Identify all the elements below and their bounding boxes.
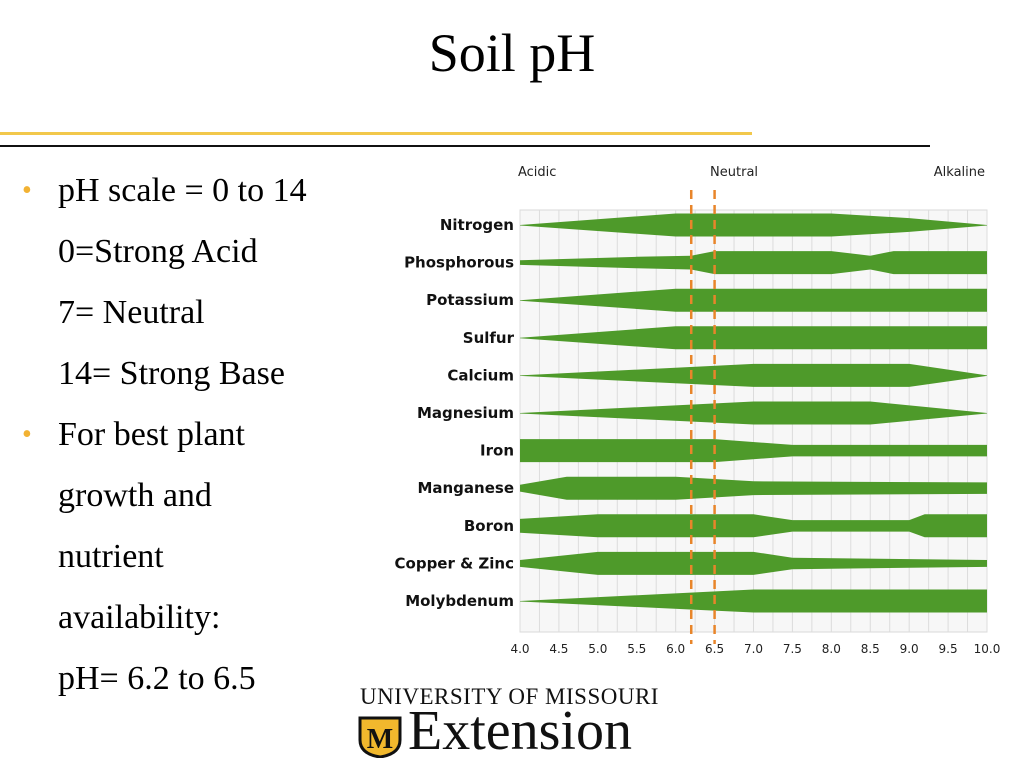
university-logo: UNIVERSITY OF MISSOURI M Extension bbox=[358, 684, 668, 764]
row-label: Magnesium bbox=[417, 404, 514, 422]
row-label: Nitrogen bbox=[440, 216, 514, 234]
x-tick-label: 10.0 bbox=[974, 642, 1001, 656]
bullet-dot-icon: • bbox=[22, 175, 32, 206]
row-label: Copper & Zinc bbox=[395, 554, 514, 572]
x-tick-label: 4.5 bbox=[549, 642, 568, 656]
x-tick-label: 6.0 bbox=[666, 642, 685, 656]
row-label: Potassium bbox=[426, 291, 514, 309]
bullet-line: nutrient bbox=[58, 538, 164, 575]
x-tick-label: 9.5 bbox=[939, 642, 958, 656]
logo-mark-letter: M bbox=[367, 724, 393, 755]
bullet-line: growth and bbox=[58, 477, 212, 514]
band-molybdenum bbox=[520, 589, 987, 613]
tiger-shield-icon: M bbox=[358, 716, 402, 758]
x-tick-label: 7.5 bbox=[783, 642, 802, 656]
row-label: Boron bbox=[464, 517, 514, 535]
zone-label: Alkaline bbox=[934, 165, 985, 180]
band-sulfur bbox=[520, 326, 987, 350]
row-label: Molybdenum bbox=[405, 592, 514, 610]
x-tick-label: 5.5 bbox=[627, 642, 646, 656]
bullet-line: pH scale = 0 to 14 bbox=[58, 172, 307, 209]
band-calcium bbox=[520, 363, 987, 387]
black-divider bbox=[0, 145, 930, 147]
x-tick-label: 8.0 bbox=[822, 642, 841, 656]
zone-label: Neutral bbox=[710, 165, 758, 180]
x-tick-label: 6.5 bbox=[705, 642, 724, 656]
logo-university-text: UNIVERSITY OF MISSOURI bbox=[360, 684, 659, 709]
band-potassium bbox=[520, 288, 987, 312]
x-tick-label: 9.0 bbox=[900, 642, 919, 656]
bullet-line: availability: bbox=[58, 599, 221, 636]
band-iron bbox=[520, 439, 987, 463]
row-label: Calcium bbox=[447, 366, 514, 384]
bullet-dot-icon: • bbox=[22, 419, 32, 450]
x-tick-label: 4.0 bbox=[510, 642, 529, 656]
bullet-line: pH= 6.2 to 6.5 bbox=[58, 660, 256, 697]
logo-extension-word: Extension bbox=[408, 700, 632, 762]
band-phosphorous bbox=[520, 251, 987, 275]
band-manganese bbox=[520, 476, 987, 500]
row-label: Sulfur bbox=[463, 329, 515, 347]
nutrient-availability-chart: Nitrogen Phosphorous Potassium Sulfur Calciu… bbox=[395, 165, 1001, 656]
bullet-line: 7= Neutral bbox=[58, 294, 205, 331]
bullet-line: 0=Strong Acid bbox=[58, 233, 258, 270]
bullet-ph-scale: • pH scale = 0 to 14 0=Strong Acid 7= Ne… bbox=[22, 160, 352, 404]
band-nitrogen bbox=[520, 213, 987, 237]
row-label: Iron bbox=[480, 442, 514, 460]
zone-label: Acidic bbox=[518, 165, 556, 180]
band-magnesium bbox=[520, 401, 987, 425]
band-boron bbox=[520, 514, 987, 538]
bullet-list: • pH scale = 0 to 14 0=Strong Acid 7= Ne… bbox=[22, 160, 352, 709]
row-label: Phosphorous bbox=[404, 254, 514, 272]
bullet-line: For best plant bbox=[58, 416, 245, 453]
bullet-line: 14= Strong Base bbox=[58, 355, 285, 392]
gold-divider bbox=[0, 132, 752, 135]
band-copper-zinc bbox=[520, 551, 987, 575]
slide-title: Soil pH bbox=[428, 23, 596, 83]
x-tick-label: 8.5 bbox=[861, 642, 880, 656]
row-label: Manganese bbox=[417, 479, 514, 497]
x-tick-label: 7.0 bbox=[744, 642, 763, 656]
bullet-best-growth: • For best plant growth and nutrient ava… bbox=[22, 404, 352, 709]
x-tick-label: 5.0 bbox=[588, 642, 607, 656]
